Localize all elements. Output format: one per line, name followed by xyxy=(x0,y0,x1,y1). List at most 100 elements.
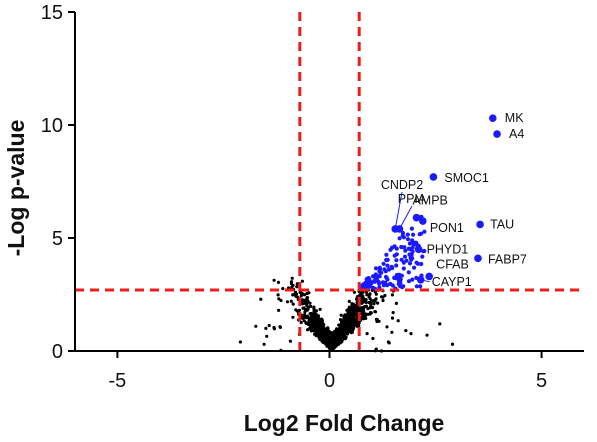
data-point xyxy=(366,312,370,316)
data-point xyxy=(320,322,324,326)
data-point xyxy=(401,266,406,271)
data-point xyxy=(391,310,395,315)
data-point xyxy=(322,330,327,334)
data-point xyxy=(407,252,412,257)
data-point xyxy=(377,265,382,270)
data-point xyxy=(343,327,347,331)
data-point xyxy=(264,326,268,330)
data-point xyxy=(300,298,305,302)
data-point xyxy=(404,329,408,333)
data-point xyxy=(420,254,425,259)
data-point xyxy=(346,310,350,315)
data-point xyxy=(276,293,280,297)
data-point xyxy=(404,258,409,263)
data-point xyxy=(409,332,413,336)
data-point xyxy=(337,333,341,337)
data-point xyxy=(259,297,263,301)
data-point xyxy=(291,302,295,306)
data-point xyxy=(345,319,349,324)
y-tick-label: 10 xyxy=(41,115,63,137)
x-tick-label: 0 xyxy=(324,370,335,392)
data-point xyxy=(289,280,294,284)
data-point xyxy=(305,301,309,305)
y-tick-label: 15 xyxy=(41,2,63,24)
data-point xyxy=(294,308,298,312)
data-point xyxy=(402,254,408,259)
data-point xyxy=(407,261,413,266)
significant-points xyxy=(359,214,427,291)
data-point xyxy=(411,232,416,237)
data-point xyxy=(302,319,306,323)
data-point xyxy=(316,318,321,322)
data-point xyxy=(414,240,419,246)
data-point xyxy=(377,269,382,275)
data-point xyxy=(342,318,346,322)
data-point xyxy=(369,311,373,315)
data-point xyxy=(399,273,404,278)
data-point xyxy=(414,284,419,289)
data-point xyxy=(305,304,309,308)
data-point xyxy=(371,336,375,341)
data-point xyxy=(385,257,390,262)
axes: -5 0 5 0 5 10 15 xyxy=(41,2,584,392)
data-point xyxy=(356,308,360,313)
leader-line-cayp1 xyxy=(420,279,430,283)
data-point xyxy=(318,330,323,334)
gene-label-tau: TAU xyxy=(490,217,514,231)
gene-label-a4: A4 xyxy=(509,127,524,141)
data-point xyxy=(419,261,424,267)
data-point xyxy=(396,278,401,284)
data-point xyxy=(300,291,304,295)
data-point xyxy=(366,307,370,311)
data-point xyxy=(326,326,330,330)
data-point xyxy=(410,245,415,250)
data-point xyxy=(394,252,399,257)
data-point xyxy=(450,342,455,346)
data-point xyxy=(375,317,379,322)
data-point xyxy=(238,340,243,344)
data-point xyxy=(316,333,320,337)
data-point xyxy=(370,299,374,303)
data-point xyxy=(277,308,281,312)
nonsignificant-points xyxy=(238,276,455,353)
data-point xyxy=(254,324,258,328)
data-point xyxy=(372,302,376,306)
data-point xyxy=(390,265,395,271)
gene-label-smoc1: SMOC1 xyxy=(444,171,489,185)
data-point xyxy=(405,232,410,237)
y-axis-title: -Log p-value xyxy=(3,120,29,257)
data-point xyxy=(312,305,316,309)
labeled-points xyxy=(391,114,501,284)
data-point xyxy=(342,314,346,318)
data-point xyxy=(422,229,427,234)
data-point xyxy=(360,301,364,305)
data-point xyxy=(396,319,400,323)
data-point xyxy=(285,300,290,304)
data-point xyxy=(336,339,340,343)
data-point xyxy=(342,331,346,336)
data-point xyxy=(341,327,345,331)
data-point xyxy=(406,246,411,251)
data-point xyxy=(309,329,313,333)
leader-line-ppia xyxy=(399,205,413,230)
data-point xyxy=(425,333,429,337)
data-point xyxy=(329,335,333,339)
data-point xyxy=(366,278,371,284)
data-point xyxy=(277,297,281,301)
data-point xyxy=(410,277,415,282)
leader-line-cndp2 xyxy=(394,191,403,230)
data-point xyxy=(337,327,342,331)
data-point xyxy=(262,342,266,346)
data-point xyxy=(364,316,368,320)
data-point xyxy=(394,301,398,305)
data-point xyxy=(309,322,313,326)
labeled-point-cfab xyxy=(425,272,433,281)
data-point xyxy=(399,245,404,250)
data-point xyxy=(438,322,442,326)
labeled-point-a4 xyxy=(493,130,501,138)
data-point xyxy=(382,267,387,272)
data-point xyxy=(377,281,382,286)
data-point xyxy=(333,336,337,340)
